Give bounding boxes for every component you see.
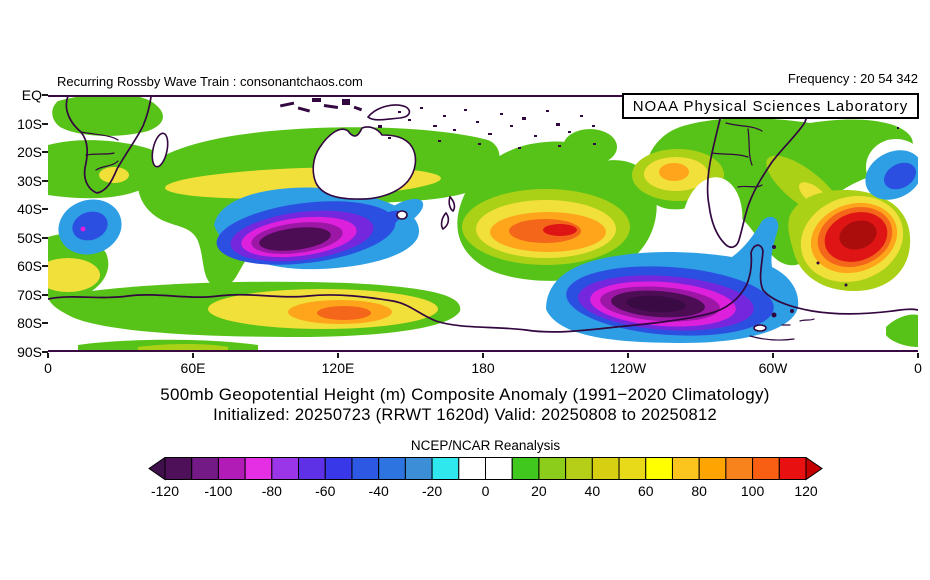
colorbar-cell-6 [324,457,353,480]
y-axis-label-30S: 30S [17,172,42,189]
y-axis-tick [42,265,48,268]
x-axis-tick [337,353,339,358]
y-axis-label-70S: 70S [17,286,42,303]
coastlines [48,95,918,341]
negative-anomaly-regions [58,150,918,343]
x-axis-label-60W-5: 60W [758,360,788,376]
y-axis-tick [42,351,48,354]
x-axis-tick [482,353,484,358]
branding-label: Recurring Rossby Wave Train : consonantc… [57,74,363,89]
y-axis-label-10S: 10S [17,115,42,132]
x-axis-label-180-3: 180 [471,360,495,376]
anomaly-map [48,95,918,352]
colorbar-cell-0 [164,457,193,480]
y-axis-tick [42,322,48,325]
x-axis-label-60E-1: 60E [180,360,206,376]
x-axis-label-0-6: 0 [914,360,922,376]
y-axis-tick [42,293,48,296]
colorbar-cell-15 [565,457,593,480]
colorbar-cell-10 [431,457,460,480]
tasmania [396,210,408,220]
y-axis-label-40S: 40S [17,201,42,218]
colorbar-cell-12 [485,457,513,480]
x-axis-tick [627,353,629,358]
colorbar-cell-4 [271,457,300,480]
colorbar-cell-20 [698,457,727,480]
colorbar-cell-18 [645,457,673,480]
colorbar-label--40: -40 [368,483,389,499]
y-axis-label-80S: 80S [17,315,42,332]
colorbar-label-20: 20 [531,483,547,499]
australia [312,126,417,200]
x-axis-label-0-0: 0 [44,360,52,376]
agency-badge: NOAA Physical Sciences Laboratory [622,93,919,119]
colorbar-label-0: 0 [481,483,490,499]
colorbar-cell-21 [725,457,754,480]
chart-subtitle: Initialized: 20250723 (RRWT 1620d) Valid… [213,406,717,424]
chart-title: 500mb Geopotential Height (m) Composite … [160,385,770,404]
colorbar-left-arrow [148,457,166,481]
colorbar-label--60: -60 [315,483,336,499]
y-axis-label-EQ: EQ [21,87,42,103]
x-axis-label-120E-2: 120E [321,360,355,376]
y-axis-tick [42,208,48,211]
y-axis-tick [42,179,48,182]
x-axis-tick [917,353,919,358]
colorbar-cell-7 [351,457,380,480]
colorbar-label-40: 40 [584,483,601,499]
y-axis-tick [42,236,48,239]
colorbar-cell-19 [671,457,700,480]
madagascar [151,132,169,168]
x-axis-tick [47,353,49,358]
y-axis-label-50S: 50S [17,229,42,246]
antarctica-coast [48,244,918,333]
colorbar-cell-22 [752,457,780,480]
colorbar-cell-1 [191,457,219,480]
y-axis-tick [42,94,48,96]
x-axis-tick [192,353,194,358]
x-axis-tick [772,353,774,358]
colorbar-label--20: -20 [421,483,443,499]
x-axis-label-120W-4: 120W [609,360,647,376]
frequency-label: Frequency : 20 54 342 [787,71,918,86]
colorbar-cell-17 [618,457,647,480]
pacific-island-dots [378,107,899,149]
y-axis-label-20S: 20S [17,144,42,161]
y-axis-tick [42,151,48,154]
y-axis-tick [42,122,48,125]
colorbar-cell-5 [298,457,326,480]
colorbar-cell-13 [511,457,540,480]
colorbar [148,457,823,481]
colorbar-right-arrow [805,457,823,481]
colorbar-cell-8 [378,457,406,480]
new-zealand [440,195,456,231]
colorbar-cell-16 [591,457,620,480]
colorbar-label-120: 120 [794,483,818,499]
colorbar-cell-14 [538,457,567,480]
colorbar-title: NCEP/NCAR Reanalysis [410,438,561,453]
new-guinea [366,104,411,121]
indonesia-islands [279,98,363,113]
y-axis-label-90S: 90S [17,344,42,361]
colorbar-cell-3 [244,457,273,480]
south-america-coast [706,95,808,249]
colorbar-label--100: -100 [204,483,233,499]
colorbar-label--80: -80 [261,483,282,499]
colorbar-cell-2 [217,457,246,480]
colorbar-label-60: 60 [637,483,654,499]
colorbar-label-80: 80 [691,483,707,499]
colorbar-cell-11 [458,457,486,480]
colorbar-label-100: 100 [740,483,765,499]
colorbar-cell-9 [404,457,433,480]
colorbar-label--120: -120 [150,483,180,499]
y-axis-label-60S: 60S [17,258,42,275]
colorbar-cell-23 [778,457,807,480]
